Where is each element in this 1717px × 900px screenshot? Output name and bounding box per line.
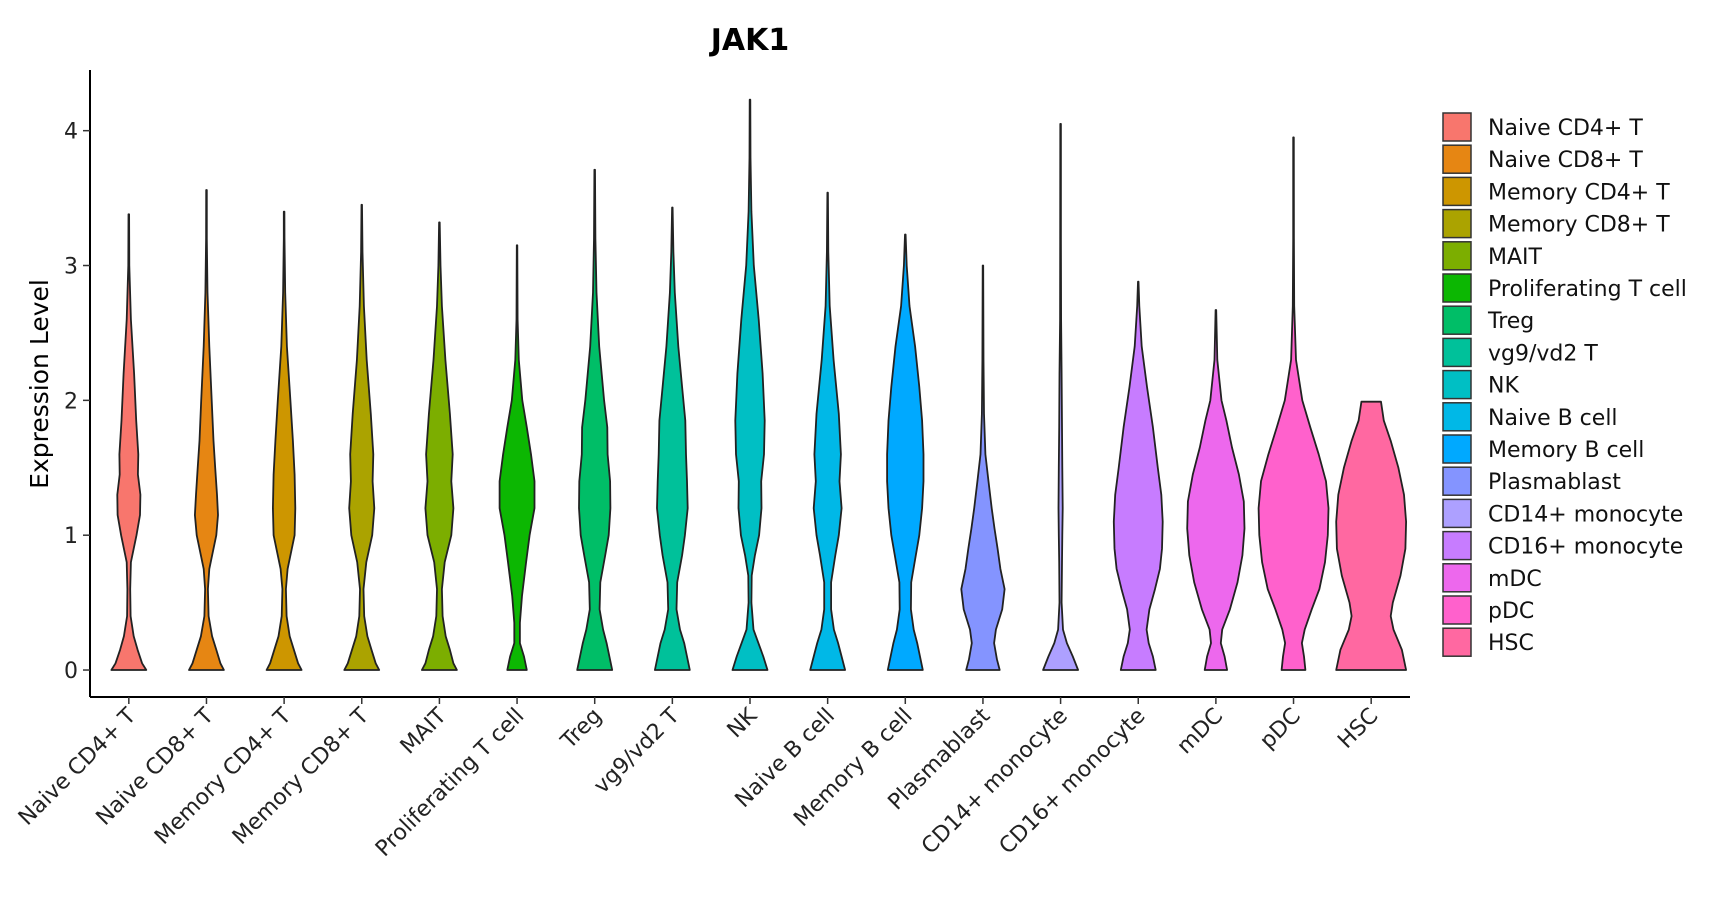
legend-swatch	[1442, 305, 1472, 335]
violin-naive-cd8-t	[188, 189, 225, 671]
violin-memory-cd8-t	[343, 203, 381, 671]
legend-label: Memory CD4+ T	[1488, 180, 1670, 205]
legend-label: mDC	[1488, 567, 1542, 592]
violin-treg	[576, 168, 614, 671]
x-tick-label: mDC	[1172, 704, 1228, 760]
x-tick-label: pDC	[1255, 704, 1305, 754]
violin-naive-cd4-t	[110, 213, 148, 671]
x-tick-label: Treg	[556, 704, 607, 755]
legend-label: pDC	[1488, 599, 1534, 624]
legend-label: Naive B cell	[1488, 406, 1618, 431]
y-tick-label: 1	[64, 524, 78, 549]
legend-swatch	[1442, 595, 1472, 625]
legend-swatch	[1442, 112, 1472, 142]
violin-hsc	[1335, 400, 1407, 671]
y-tick-label: 2	[64, 389, 78, 414]
y-tick-label: 3	[64, 255, 78, 280]
violin-memory-cd4-t	[265, 210, 303, 671]
legend-label: CD14+ monocyte	[1488, 502, 1683, 527]
legend-swatch	[1442, 627, 1472, 657]
legend-swatch	[1442, 176, 1472, 207]
violin-nk	[731, 98, 769, 671]
legend-swatch	[1442, 337, 1472, 368]
violin-naive-b-cell	[809, 191, 846, 671]
legend-label: Naive CD4+ T	[1488, 116, 1643, 141]
violin-cd14-monocyte	[1042, 123, 1079, 671]
legend-swatch	[1442, 466, 1472, 496]
x-tick-label: vg9/vd2 T	[589, 703, 685, 799]
legend-label: Plasmablast	[1488, 470, 1621, 495]
legend-label: NK	[1488, 374, 1519, 399]
legend-swatch	[1442, 563, 1472, 593]
violin-mait	[421, 221, 458, 671]
legend-label: vg9/vd2 T	[1488, 341, 1598, 366]
legend-swatch	[1442, 402, 1472, 432]
x-tick-label: Proliferating T cell	[371, 704, 529, 862]
violin-mdc	[1186, 309, 1246, 671]
legend-swatch	[1442, 144, 1472, 174]
x-tick-label: CD16+ monocyte	[995, 704, 1151, 860]
x-tick-label: Memory CD4+ T	[150, 703, 297, 850]
y-tick-label: 0	[64, 659, 78, 684]
violin-pdc	[1257, 136, 1330, 671]
legend-swatch	[1442, 369, 1472, 400]
violins	[110, 98, 1407, 671]
legend-swatch	[1442, 498, 1472, 529]
legend-label: Naive CD8+ T	[1488, 148, 1643, 173]
x-tick-label: HSC	[1333, 704, 1383, 754]
legend-label: Memory B cell	[1488, 438, 1644, 463]
violin-plasmablast	[960, 264, 1006, 671]
legend-swatch	[1442, 241, 1472, 271]
legend-swatch	[1442, 208, 1472, 239]
violin-vg9-vd2-t	[654, 206, 691, 671]
y-tick-label: 4	[64, 120, 78, 145]
legend-swatch	[1442, 434, 1472, 464]
x-tick-label: CD14+ monocyte	[917, 704, 1073, 860]
violin-memory-b-cell	[886, 233, 925, 671]
legend-label: HSC	[1488, 631, 1534, 656]
legend-label: Proliferating T cell	[1488, 277, 1687, 302]
violin-proliferating-t-cell	[498, 244, 536, 671]
legend-label: MAIT	[1488, 245, 1543, 270]
x-tick-label: MAIT	[396, 703, 452, 759]
legend: Naive CD4+ T Naive CD8+ T Memory CD4+ T Mem…	[1442, 112, 1687, 657]
x-tick-label: Memory CD8+ T	[228, 703, 375, 850]
violin-cd16-monocyte	[1112, 280, 1164, 671]
legend-swatch	[1442, 273, 1472, 303]
chart-title: JAK1	[709, 23, 790, 58]
legend-swatch	[1442, 530, 1472, 561]
legend-label: CD16+ monocyte	[1488, 535, 1683, 560]
x-tick-label: NK	[723, 703, 763, 743]
legend-label: Treg	[1487, 309, 1534, 334]
legend-label: Memory CD8+ T	[1488, 213, 1670, 238]
y-axis-title: Expression Level	[25, 279, 54, 489]
